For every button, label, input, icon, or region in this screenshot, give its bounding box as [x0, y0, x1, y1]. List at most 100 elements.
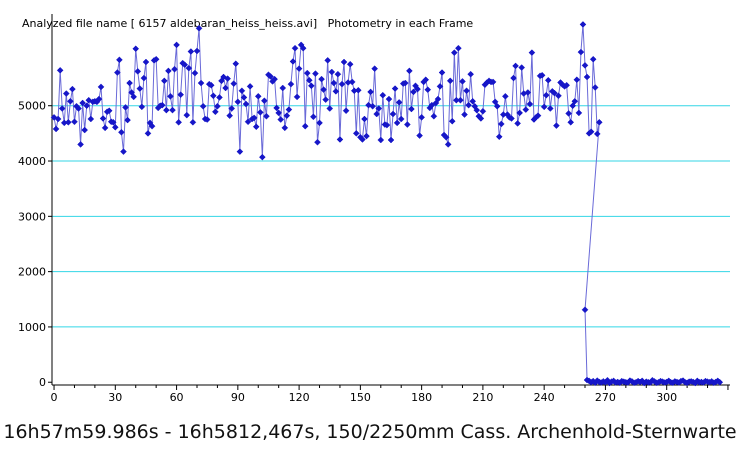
data-point	[87, 115, 95, 123]
x-tick-label: 120	[289, 391, 310, 404]
data-point	[101, 124, 109, 132]
x-tick-label: 240	[534, 391, 555, 404]
data-point	[122, 104, 129, 111]
data-point	[581, 61, 589, 69]
data-point	[422, 76, 430, 84]
data-point	[193, 47, 201, 55]
data-point	[444, 141, 452, 148]
data-point	[385, 95, 393, 103]
data-point	[113, 69, 121, 76]
data-point	[228, 105, 236, 112]
data-point	[132, 45, 140, 53]
data-point	[593, 130, 601, 138]
data-point	[142, 58, 150, 66]
data-point	[479, 107, 487, 115]
data-point	[160, 77, 168, 85]
data-point	[369, 102, 376, 110]
data-point	[493, 102, 501, 110]
data-point	[67, 97, 74, 105]
data-point	[169, 106, 176, 114]
data-point	[393, 119, 401, 127]
data-point	[579, 21, 587, 28]
x-tick-label: 90	[231, 391, 245, 404]
data-point	[279, 84, 287, 92]
data-point	[508, 115, 515, 122]
data-point	[524, 89, 532, 96]
data-point	[406, 67, 413, 75]
data-point	[540, 103, 548, 111]
data-point	[267, 73, 274, 80]
y-tick-label: 0	[39, 376, 46, 389]
data-point	[434, 95, 442, 103]
data-point	[595, 118, 603, 126]
series-line	[53, 24, 721, 384]
x-tick-label: 300	[656, 391, 677, 404]
data-point	[436, 83, 444, 90]
data-point	[171, 65, 178, 73]
data-point	[271, 75, 278, 83]
data-point	[158, 101, 166, 109]
data-point	[126, 79, 133, 87]
data-point	[322, 96, 330, 103]
data-point	[177, 91, 185, 99]
data-point	[263, 112, 270, 120]
data-point	[165, 67, 172, 75]
data-point	[75, 105, 82, 112]
data-point	[528, 49, 536, 56]
data-point	[54, 115, 62, 123]
data-point	[216, 94, 223, 101]
data-point	[207, 81, 215, 89]
data-point	[244, 118, 252, 126]
data-point	[136, 85, 144, 92]
data-point	[183, 111, 191, 119]
data-point	[314, 138, 321, 146]
data-point	[567, 118, 575, 126]
data-point	[538, 71, 546, 79]
data-point	[395, 99, 403, 106]
data-point	[64, 118, 72, 126]
data-point	[371, 65, 379, 73]
data-point	[234, 98, 242, 106]
data-point	[379, 91, 387, 99]
data-point	[275, 109, 283, 117]
data-point	[203, 116, 211, 123]
data-point	[469, 97, 477, 105]
data-point	[318, 75, 325, 83]
data-point	[367, 88, 374, 96]
data-point	[299, 44, 307, 52]
data-point	[293, 93, 301, 101]
data-point	[140, 74, 148, 82]
data-point	[242, 100, 250, 108]
data-point	[589, 55, 597, 63]
data-point	[256, 109, 264, 116]
file-name-label: Analyzed file name [ 6157 aldebaran_heis…	[22, 17, 318, 30]
data-point	[518, 64, 526, 71]
data-point	[52, 125, 60, 133]
data-point	[332, 87, 340, 95]
data-point	[414, 85, 421, 93]
data-point	[277, 116, 285, 123]
data-point	[222, 84, 229, 92]
data-point	[250, 114, 258, 122]
data-point	[189, 118, 197, 126]
data-point	[116, 56, 123, 64]
data-point	[197, 79, 205, 87]
data-point	[148, 122, 156, 130]
data-point	[181, 61, 189, 69]
data-point	[514, 120, 521, 127]
data-point	[128, 89, 135, 96]
data-point	[448, 117, 456, 125]
data-point	[83, 102, 91, 110]
data-point	[58, 105, 66, 112]
data-point	[312, 70, 319, 77]
data-point	[138, 103, 146, 111]
data-point	[389, 110, 397, 118]
data-point	[246, 83, 254, 90]
data-point	[342, 107, 350, 115]
data-point	[352, 130, 360, 137]
data-point	[346, 60, 354, 68]
data-point	[510, 74, 517, 82]
data-point	[583, 73, 591, 81]
data-point	[163, 106, 170, 114]
